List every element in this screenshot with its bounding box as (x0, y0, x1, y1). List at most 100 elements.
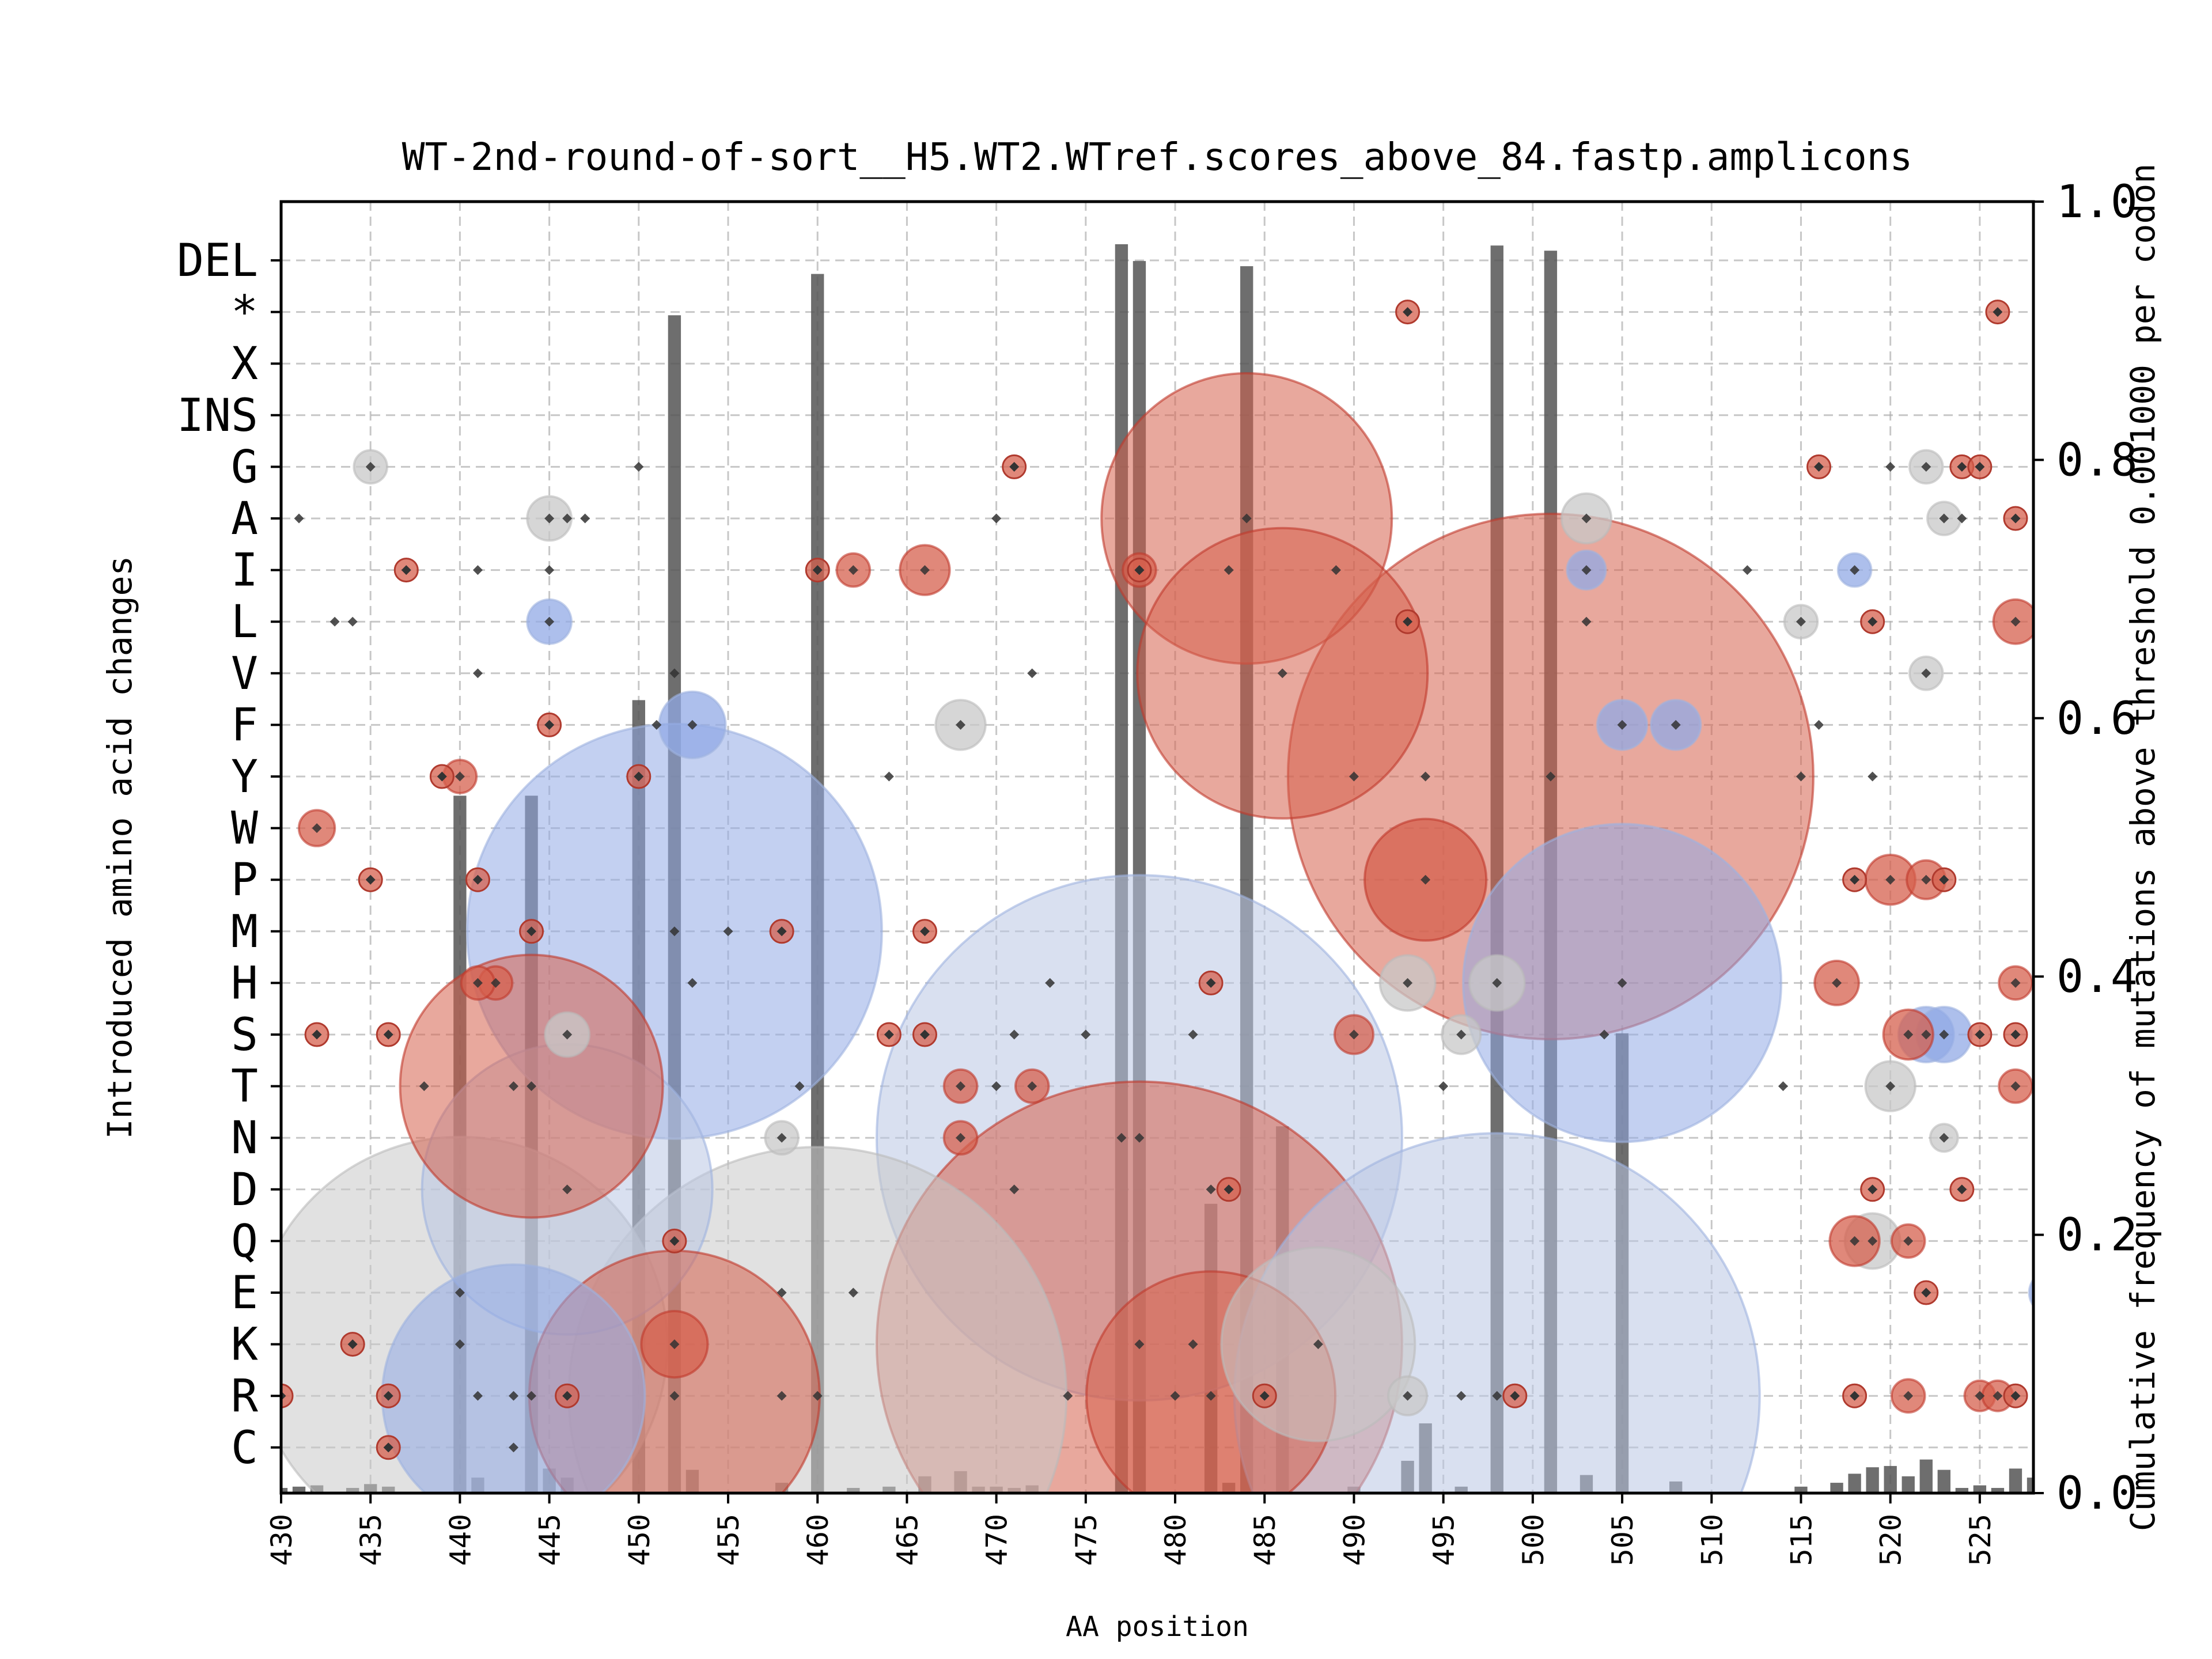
diamond-marker (919, 1029, 930, 1040)
diamond-marker (329, 616, 340, 627)
x-tick-label: 505 (1606, 1514, 1639, 1566)
diamond-marker (669, 1339, 680, 1350)
diamond-marker (472, 978, 483, 988)
diamond-marker (1134, 1339, 1145, 1350)
diamond-marker (347, 616, 358, 627)
diamond-marker (1581, 616, 1592, 627)
diamond-marker (1421, 771, 1431, 782)
diamond-marker (1921, 461, 1931, 472)
diamond-marker (1993, 1391, 2003, 1401)
diamond-marker (652, 719, 662, 730)
y-tick-label: INS (177, 390, 258, 442)
x-axis-label: AA position (1066, 1611, 1249, 1643)
diamond-marker (1259, 1391, 1270, 1401)
diamond-marker (1510, 1391, 1520, 1401)
diamond-marker (1814, 719, 1824, 730)
diamond-marker (1850, 874, 1860, 885)
diamond-marker (365, 461, 376, 472)
diamond-marker (2010, 1391, 2021, 1401)
diamond-marker (1868, 616, 1878, 627)
diamond-marker (1814, 461, 1824, 472)
y-tick-label: X (231, 338, 258, 390)
diamond-marker (1885, 1081, 1896, 1092)
diamond-marker (1045, 978, 1055, 988)
x-tick-label: 510 (1695, 1514, 1729, 1566)
diamond-marker (1921, 1029, 1931, 1040)
x-tick-label: 445 (533, 1514, 567, 1566)
diamond-marker (544, 719, 555, 730)
diamond-marker (723, 926, 733, 937)
diamond-marker (365, 874, 376, 885)
x-tick-label: 515 (1785, 1514, 1818, 1566)
diamond-marker (544, 616, 555, 627)
diamond-marker (1134, 1132, 1145, 1143)
diamond-marker (1403, 978, 1413, 988)
diamond-marker (1903, 1391, 1914, 1401)
y-tick-label: DEL (177, 235, 258, 287)
y-tick-label: R (231, 1370, 258, 1422)
frequency-bar (1902, 1476, 1915, 1493)
diamond-marker (956, 1081, 966, 1092)
diamond-marker (669, 1236, 680, 1246)
diamond-marker (1868, 771, 1878, 782)
diamond-marker (1009, 1029, 1020, 1040)
frequency-bar (292, 1486, 306, 1493)
diamond-marker (1027, 668, 1037, 679)
diamond-marker (437, 771, 447, 782)
diamond-marker (1939, 1132, 1949, 1143)
diamond-marker (1403, 1391, 1413, 1401)
diamond-marker (919, 565, 930, 575)
diamond-marker (777, 926, 787, 937)
x-tick-label: 450 (623, 1514, 656, 1566)
diamond-marker (347, 1339, 358, 1350)
point-markers (281, 300, 2028, 1460)
diamond-marker (562, 1391, 573, 1401)
y-tick-label: F (231, 699, 258, 751)
x-tick-label: 460 (801, 1514, 835, 1566)
diamond-marker (1277, 668, 1287, 679)
diamond-marker (812, 1391, 823, 1401)
diamond-marker (1492, 978, 1502, 988)
x-tick-label: 495 (1427, 1514, 1461, 1566)
y-tick-label: T (231, 1061, 258, 1113)
right-tick-label: 0.8 (2056, 434, 2138, 486)
diamond-marker (1331, 565, 1341, 575)
frequency-bar (2009, 1468, 2022, 1493)
diamond-marker (848, 565, 858, 575)
diamond-marker (1796, 771, 1806, 782)
diamond-marker (2010, 616, 2021, 627)
diamond-marker (1903, 1029, 1914, 1040)
diamond-marker (472, 668, 483, 679)
frequency-bar (1991, 1488, 2005, 1493)
y-tick-label: E (231, 1267, 258, 1319)
diamond-marker (794, 1081, 805, 1092)
diamond-marker (544, 565, 555, 575)
diamond-marker (777, 1132, 787, 1143)
diamond-marker (1617, 978, 1627, 988)
x-tick-label: 470 (980, 1514, 1014, 1566)
y-tick-label: K (231, 1319, 258, 1371)
diamond-marker (1671, 719, 1681, 730)
y-tick-label: L (231, 596, 258, 648)
diamond-marker (1116, 1132, 1127, 1143)
diamond-marker (1868, 1236, 1878, 1246)
y-tick-label: W (231, 803, 258, 855)
diamond-marker (884, 771, 894, 782)
diamond-marker (1546, 771, 1556, 782)
chart-title: WT-2nd-round-of-sort__H5.WT2.WTref.score… (402, 135, 1913, 179)
frequency-bar (1919, 1459, 1933, 1493)
diamond-marker (294, 513, 304, 524)
diamond-marker (848, 1287, 858, 1298)
y-tick-label: Q (231, 1215, 258, 1267)
x-tick-label: 525 (1964, 1514, 1997, 1566)
y-tick-label: P (231, 854, 258, 906)
diamond-marker (1456, 1029, 1467, 1040)
y-tick-label: * (231, 287, 258, 339)
frequency-bar (1973, 1485, 1987, 1493)
diamond-marker (669, 1391, 680, 1401)
right-tick-label: 0.0 (2056, 1468, 2138, 1520)
diamond-marker (634, 461, 644, 472)
y-tick-label: S (231, 1009, 258, 1061)
diamond-marker (1492, 1391, 1502, 1401)
